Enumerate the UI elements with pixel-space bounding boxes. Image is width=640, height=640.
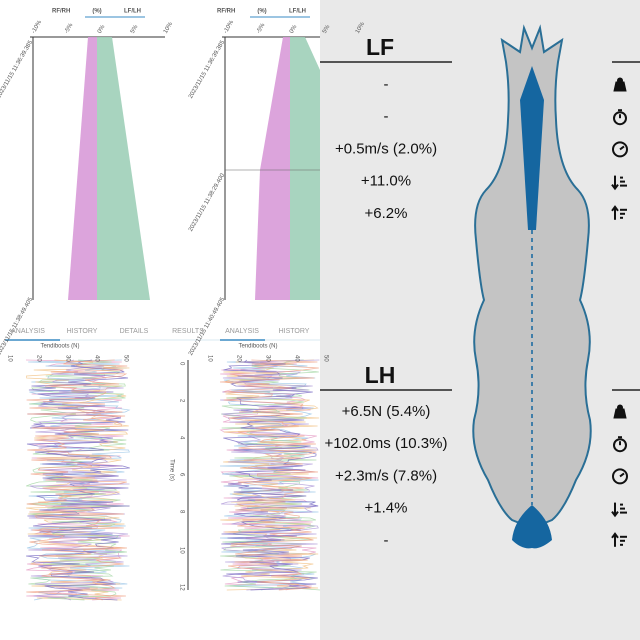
timer-icon — [618, 436, 622, 439]
plot-tick: 30 — [64, 355, 70, 362]
sort-icon — [611, 511, 619, 518]
timer-icon — [613, 111, 627, 126]
time-tick: 6 — [178, 473, 184, 477]
panel-header: (%) — [92, 9, 101, 15]
sort-icon — [611, 205, 619, 212]
time-label: Time (s) — [168, 459, 174, 481]
x-tick-label: 5% — [322, 24, 332, 35]
panel-header: LF/LH — [124, 9, 141, 15]
timer-icon — [618, 109, 622, 112]
signal-trace — [28, 359, 130, 601]
hind-indicator — [512, 505, 552, 549]
metric-value: +11.0% — [361, 173, 411, 190]
panel-header: LF/LH — [289, 9, 306, 15]
signal-trace — [219, 359, 319, 591]
metric-value: +1.4% — [365, 500, 408, 517]
plot-tick: 50 — [122, 355, 128, 362]
area-right — [97, 37, 150, 300]
x-tick-label: 10% — [163, 21, 175, 35]
x-tick-label: 5% — [130, 24, 140, 35]
tab: ANALYSIS — [225, 328, 259, 335]
plot-title: Tendiboots (N) — [40, 344, 79, 350]
time-tick: 0 — [178, 362, 184, 366]
x-tick-label: 0% — [97, 24, 107, 35]
time-tick: 2 — [178, 399, 184, 403]
metric-value: +2.3m/s (7.8%) — [335, 467, 437, 484]
plot-title: Tendiboots (N) — [238, 344, 277, 350]
area-left — [255, 37, 290, 300]
plot-tick: 10 — [206, 355, 212, 362]
time-tick: 8 — [178, 510, 184, 514]
time-tick: 10 — [178, 547, 184, 554]
tab: DETAILS — [120, 328, 149, 335]
plot-tick: 20 — [235, 355, 241, 362]
area-right — [290, 37, 320, 300]
metric-value: +6.5N (5.4%) — [342, 403, 431, 420]
x-tick-label: 0% — [289, 24, 299, 35]
metric-value: - — [384, 108, 389, 125]
weight-icon — [613, 77, 627, 92]
hind-label: LH — [365, 362, 396, 388]
speed-icon — [619, 472, 625, 478]
weight-icon — [613, 404, 627, 419]
metric-value: +6.2% — [365, 205, 408, 222]
speed-icon — [612, 468, 628, 485]
panel-header: RF/RH — [52, 9, 70, 15]
plot-tick: 40 — [293, 355, 299, 362]
metric-value: +0.5m/s (2.0%) — [335, 140, 437, 157]
sort-icon — [611, 184, 619, 191]
signal-trace — [221, 359, 319, 591]
signal-trace — [26, 359, 130, 601]
speed-icon — [619, 145, 625, 151]
plot-tick: 10 — [6, 355, 12, 362]
time-tick: 4 — [178, 436, 184, 440]
area-left — [68, 37, 97, 300]
plot-tick: 20 — [35, 355, 41, 362]
x-tick-label: 10% — [355, 21, 367, 35]
panel-header: RF/RH — [217, 9, 235, 15]
panel-header: (%) — [257, 9, 266, 15]
tab: HISTORY — [279, 328, 310, 335]
signal-trace — [26, 359, 130, 601]
x-tick-label: -5% — [64, 22, 75, 35]
tab: RESULTS — [172, 328, 204, 335]
metric-value: - — [384, 76, 389, 93]
metric-value: +102.0ms (10.3%) — [325, 435, 448, 452]
sort-icon — [611, 532, 619, 539]
tab: ANALYSIS — [11, 328, 45, 335]
signal-trace — [26, 359, 128, 601]
plot-tick: 50 — [322, 355, 328, 362]
speed-icon — [612, 141, 628, 158]
tab: HISTORY — [67, 328, 98, 335]
front-label: LF — [366, 34, 394, 60]
metric-value: - — [384, 532, 389, 549]
timer-icon — [613, 438, 627, 453]
plot-tick: 30 — [264, 355, 270, 362]
time-tick: 12 — [178, 584, 184, 591]
plot-tick: 40 — [93, 355, 99, 362]
front-indicator — [520, 66, 544, 230]
x-tick-label: -5% — [256, 22, 267, 35]
